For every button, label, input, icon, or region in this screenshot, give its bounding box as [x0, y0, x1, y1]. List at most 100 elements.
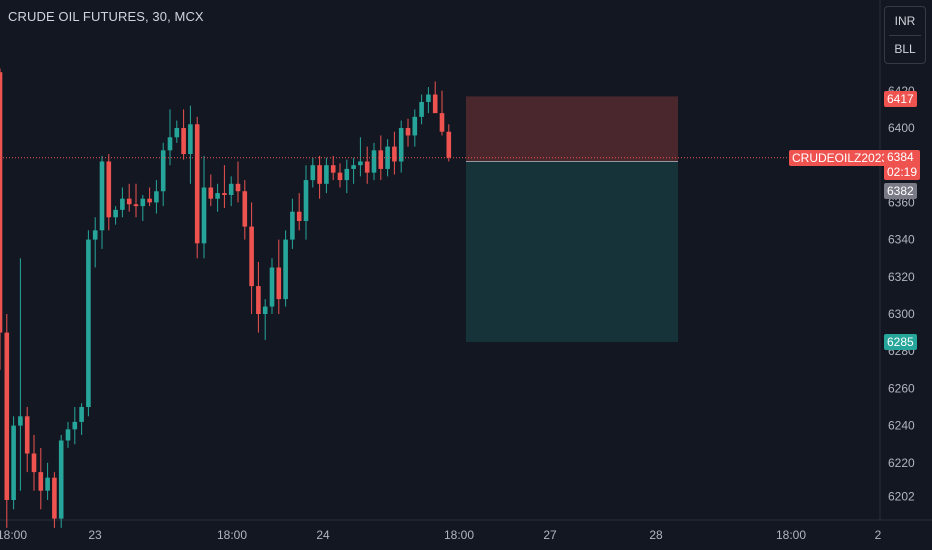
- price-tick-label: 6400: [888, 121, 915, 135]
- candle: [405, 118, 411, 147]
- candle-body: [392, 146, 397, 162]
- time-tick-label: 28: [649, 528, 663, 542]
- candle: [0, 68, 3, 370]
- candle-body: [92, 230, 98, 240]
- price-tick-label: 6320: [888, 270, 915, 284]
- grid: [0, 0, 932, 521]
- position-tool[interactable]: [466, 96, 678, 342]
- candle-body: [4, 332, 10, 500]
- candle: [426, 87, 431, 114]
- candle: [310, 157, 316, 188]
- candle: [106, 154, 112, 231]
- candle-body: [249, 226, 254, 287]
- candle-body: [439, 113, 445, 132]
- candle: [269, 258, 275, 314]
- candle: [140, 194, 146, 221]
- candle: [18, 258, 23, 491]
- candle: [398, 120, 404, 173]
- candle: [330, 155, 336, 181]
- currency-menu: INR BLL: [884, 6, 926, 64]
- time-tick-label: 2: [875, 528, 882, 542]
- stop-loss-zone[interactable]: [466, 96, 678, 162]
- price-scale[interactable]: 6420640063806360634063206300628062606240…: [888, 84, 915, 503]
- candle-body: [371, 150, 377, 173]
- take-profit-price-tag: 6285: [884, 334, 917, 350]
- candle: [181, 109, 186, 160]
- candle-body: [194, 124, 200, 244]
- candle-body: [290, 211, 295, 240]
- candle-body: [126, 198, 132, 205]
- currency-inr-button[interactable]: INR: [894, 14, 916, 28]
- candle: [86, 230, 91, 417]
- candle: [215, 183, 220, 212]
- last-price-tag: 6384 02:19: [884, 150, 921, 180]
- candle-body: [317, 165, 322, 184]
- candle: [235, 161, 241, 203]
- candle-body: [432, 94, 438, 114]
- price-tick-label: 6202: [888, 489, 915, 503]
- candle: [364, 146, 370, 184]
- candle: [290, 198, 295, 249]
- candle-body: [154, 191, 159, 203]
- candle: [120, 187, 125, 218]
- candle: [113, 206, 118, 225]
- candle-body: [31, 453, 37, 473]
- candle-body: [310, 165, 316, 181]
- candle-body: [160, 150, 166, 192]
- candle: [167, 109, 173, 166]
- candle: [317, 155, 322, 199]
- time-tick-label: 18:00: [0, 528, 27, 542]
- stop-loss-price-tag: 6417: [884, 91, 917, 107]
- currency-bll-button[interactable]: BLL: [894, 42, 916, 56]
- candle: [324, 157, 329, 194]
- candle: [378, 135, 384, 181]
- candle-body: [228, 183, 234, 195]
- last-price-value: 6384: [887, 150, 914, 164]
- candle-body: [208, 187, 214, 199]
- candle: [11, 416, 16, 510]
- candle-body: [364, 161, 370, 173]
- candle: [283, 230, 288, 307]
- candle: [92, 217, 98, 268]
- time-tick-label: 27: [543, 528, 557, 542]
- candle-body: [262, 306, 268, 314]
- candle: [296, 193, 302, 231]
- candle: [38, 447, 44, 510]
- candle: [52, 472, 57, 528]
- candle-body: [181, 128, 186, 155]
- candle-body: [419, 101, 424, 117]
- take-profit-zone[interactable]: [466, 161, 678, 342]
- candle-body: [188, 124, 193, 155]
- candle-body: [147, 198, 152, 203]
- time-tick-label: 23: [88, 528, 102, 542]
- time-tick-label: 18:00: [776, 528, 806, 542]
- price-tick-label: 6300: [888, 307, 915, 321]
- candle-body: [405, 128, 411, 136]
- candle-body: [72, 421, 78, 430]
- candle: [58, 434, 64, 528]
- candle: [24, 407, 30, 473]
- time-scale[interactable]: 18:00 23 18:00 24 18:00 27 28 18:00 2: [0, 528, 882, 542]
- candle-body: [113, 209, 118, 218]
- candle-series: [0, 68, 452, 528]
- currency-divider: [889, 35, 921, 36]
- candle-body: [324, 165, 329, 184]
- candle: [188, 105, 193, 184]
- candle: [358, 137, 363, 177]
- price-tick-label: 6240: [888, 419, 915, 433]
- candle: [160, 142, 166, 207]
- candle-body: [446, 131, 452, 158]
- price-tick-label: 6220: [888, 456, 915, 470]
- candle-body: [412, 116, 418, 136]
- candle: [222, 165, 227, 208]
- candle-body: [215, 193, 220, 199]
- candle: [303, 165, 309, 240]
- candle-body: [344, 168, 350, 181]
- candle-body: [45, 477, 50, 491]
- price-tick-label: 6340: [888, 233, 915, 247]
- candle: [371, 142, 377, 181]
- candle: [4, 314, 10, 528]
- candle-body: [167, 137, 173, 151]
- candle-body: [0, 72, 3, 333]
